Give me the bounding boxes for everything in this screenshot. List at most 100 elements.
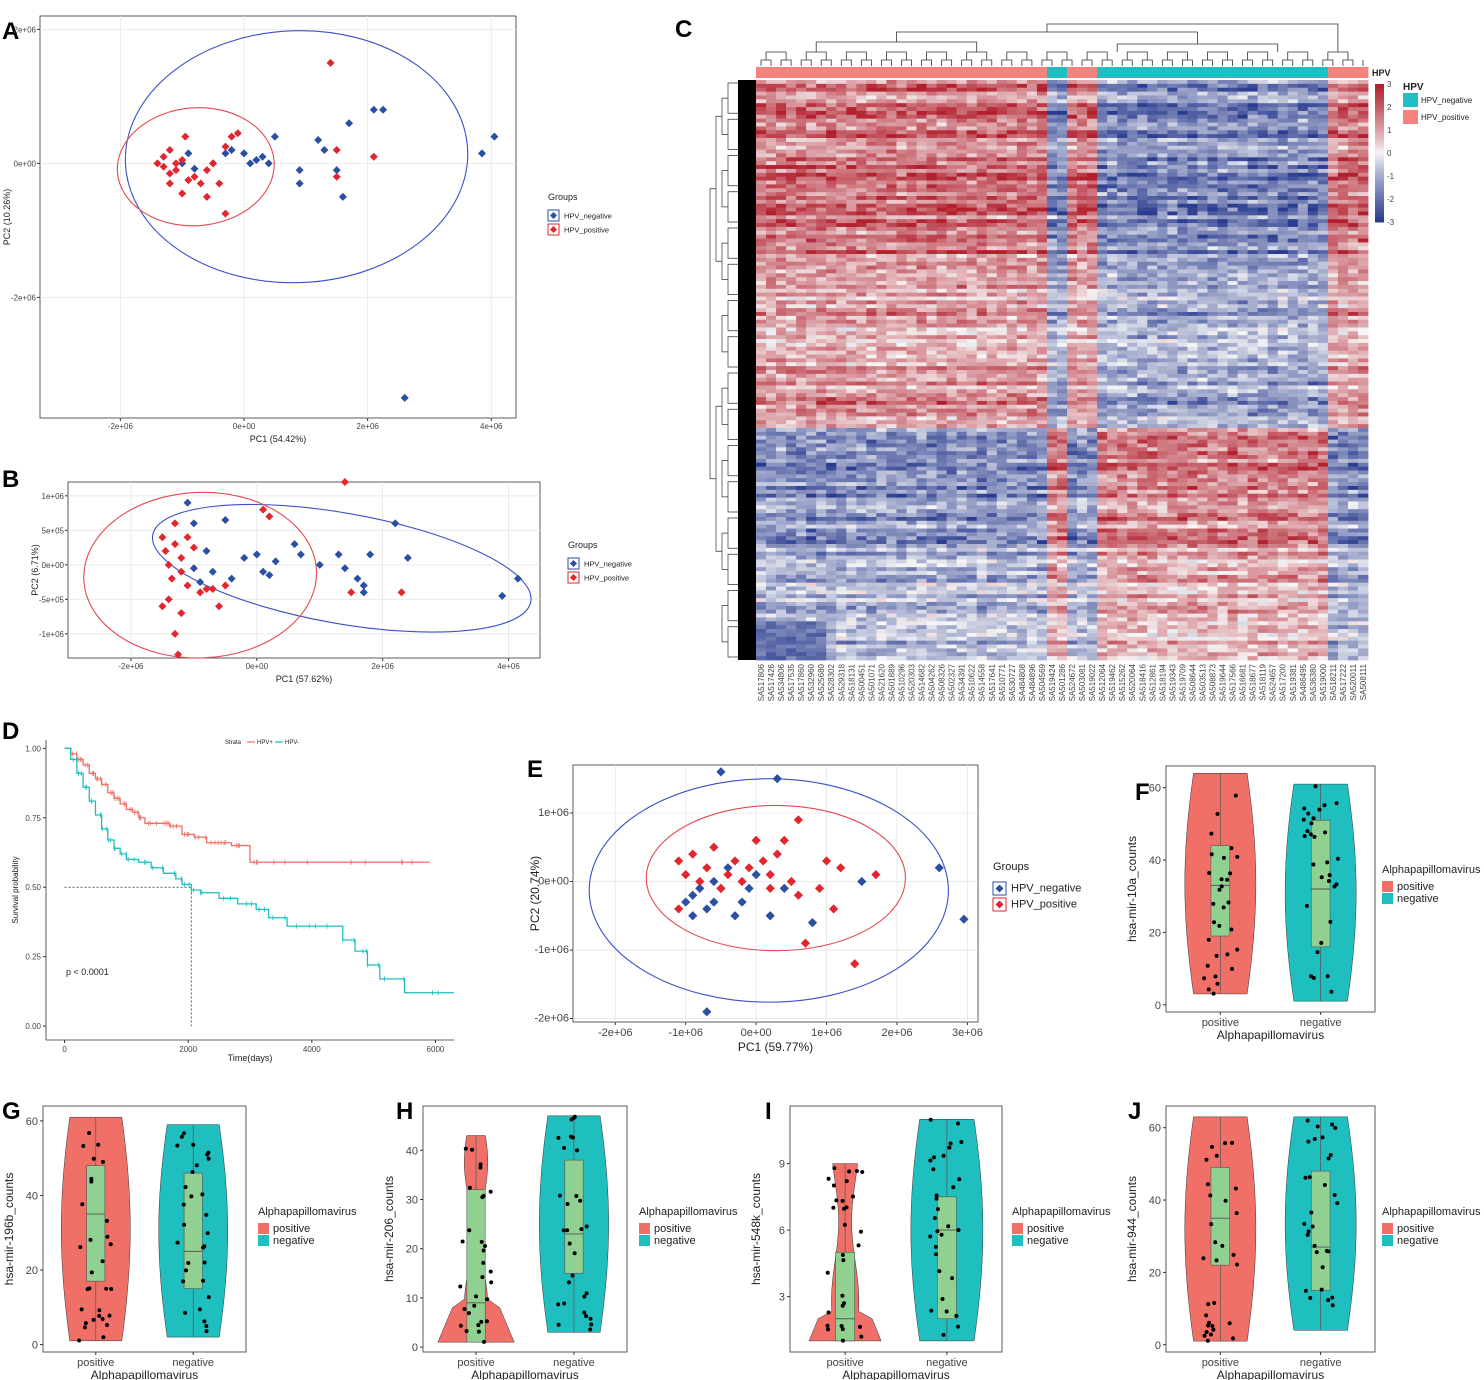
heatmap-cell (1197, 226, 1208, 232)
heatmap-cell (1277, 203, 1289, 208)
heatmap-cell (846, 180, 857, 185)
heatmap-cell (816, 211, 827, 216)
heatmap-cell (1097, 126, 1108, 131)
data-point-positive (233, 129, 242, 138)
heatmap-cell (886, 103, 897, 108)
heatmap-cell (806, 308, 817, 313)
heatmap-cell (1317, 377, 1329, 382)
heatmap-cell (1036, 95, 1048, 100)
heatmap-cell (996, 265, 1008, 270)
heatmap-cell (876, 254, 887, 259)
heatmap-cell (846, 165, 857, 170)
heatmap-cell (1207, 315, 1218, 321)
heatmap-cell (1067, 238, 1078, 243)
heatmap-cell (1287, 335, 1299, 340)
heatmap-cell (906, 346, 917, 352)
heatmap-cell (996, 312, 1008, 317)
heatmap-cell (896, 261, 907, 266)
heatmap-cell (836, 304, 847, 309)
heatmap-cell (1277, 370, 1289, 375)
heatmap-cell (1207, 284, 1218, 290)
heatmap-cell (836, 95, 847, 100)
heatmap-cell (1237, 261, 1249, 266)
heatmap-cell (836, 153, 847, 158)
heatmap-cell (926, 149, 937, 154)
panel-A: A-2e+06 0e+00 2e+06 4e+06-2e+060e+002e+06PC… (2, 15, 612, 444)
heatmap-cell (1097, 319, 1108, 324)
heatmap-cell (1267, 335, 1279, 340)
heatmap-cell (836, 172, 847, 178)
heatmap-cell (1177, 358, 1188, 363)
heatmap-cell (1077, 110, 1088, 116)
heatmap-cell (766, 184, 777, 189)
heatmap-cell (1107, 192, 1118, 197)
heatmap-cell (776, 331, 787, 336)
heatmap-cell (1237, 308, 1249, 313)
heatmap-cell (796, 118, 807, 123)
heatmap-cell (856, 269, 867, 274)
heatmap-cell (1167, 161, 1178, 166)
heatmap-cell (1056, 161, 1068, 166)
heatmap-cell (1357, 273, 1369, 278)
heatmap-cell (1297, 211, 1309, 216)
heatmap-cell (896, 134, 907, 139)
heatmap-cell (1267, 381, 1279, 386)
heatmap-cell (826, 370, 837, 375)
heatmap-cell (886, 114, 897, 120)
data-point-positive (190, 172, 199, 181)
heatmap-cell (766, 149, 777, 154)
heatmap-cell (896, 114, 907, 120)
heatmap-cell (806, 269, 817, 274)
heatmap-cell (756, 254, 767, 259)
heatmap-cell (996, 110, 1008, 116)
heatmap-cell (1067, 234, 1078, 239)
heatmap-cell (816, 184, 827, 189)
data-point-positive (221, 581, 230, 590)
heatmap-cell (1287, 366, 1299, 371)
heatmap-cell (886, 199, 897, 205)
heatmap-cell (916, 211, 927, 216)
heatmap-cell (1026, 296, 1038, 301)
heatmap-cell (1127, 149, 1138, 154)
heatmap-cell (1307, 377, 1319, 382)
heatmap-cell (1177, 192, 1188, 197)
heatmap-cell (1287, 362, 1299, 367)
heatmap-cell (756, 339, 767, 344)
heatmap-cell (1016, 219, 1028, 224)
heatmap-cell (1067, 107, 1078, 112)
heatmap-cell (1337, 312, 1349, 317)
heatmap-cell (1207, 145, 1218, 150)
heatmap-cell (1197, 312, 1208, 317)
heatmap-cell (806, 281, 817, 286)
heatmap-cell (1247, 296, 1259, 301)
heatmap-cell (1337, 354, 1349, 359)
heatmap-cell (1087, 157, 1098, 162)
heatmap-cell (936, 292, 948, 297)
heatmap-cell (876, 261, 887, 266)
heatmap-cell (1097, 362, 1108, 367)
heatmap-cell (1026, 370, 1038, 375)
heatmap-cell (1006, 358, 1018, 363)
heatmap-cell (896, 242, 907, 247)
heatmap-cell (996, 230, 1008, 236)
heatmap-cell (796, 211, 807, 216)
heatmap-cell (886, 277, 897, 282)
heatmap-cell (786, 230, 797, 236)
heatmap-cell (936, 91, 948, 96)
heatmap-cell (1317, 199, 1329, 205)
heatmap-cell (826, 226, 837, 232)
heatmap-cell (1117, 277, 1128, 282)
heatmap-cell (1046, 288, 1058, 294)
heatmap-cell (766, 83, 777, 89)
heatmap-cell (886, 281, 897, 286)
heatmap-cell (1157, 203, 1168, 208)
heatmap-cell (846, 296, 857, 301)
heatmap-cell (1157, 315, 1168, 321)
heatmap-cell (836, 215, 847, 220)
heatmap-cell (1177, 95, 1188, 100)
heatmap-cell (1026, 203, 1038, 208)
heatmap-cell (1277, 114, 1289, 120)
heatmap-cell (1357, 366, 1369, 371)
heatmap-cell (1317, 315, 1329, 321)
heatmap-cell (766, 327, 777, 332)
